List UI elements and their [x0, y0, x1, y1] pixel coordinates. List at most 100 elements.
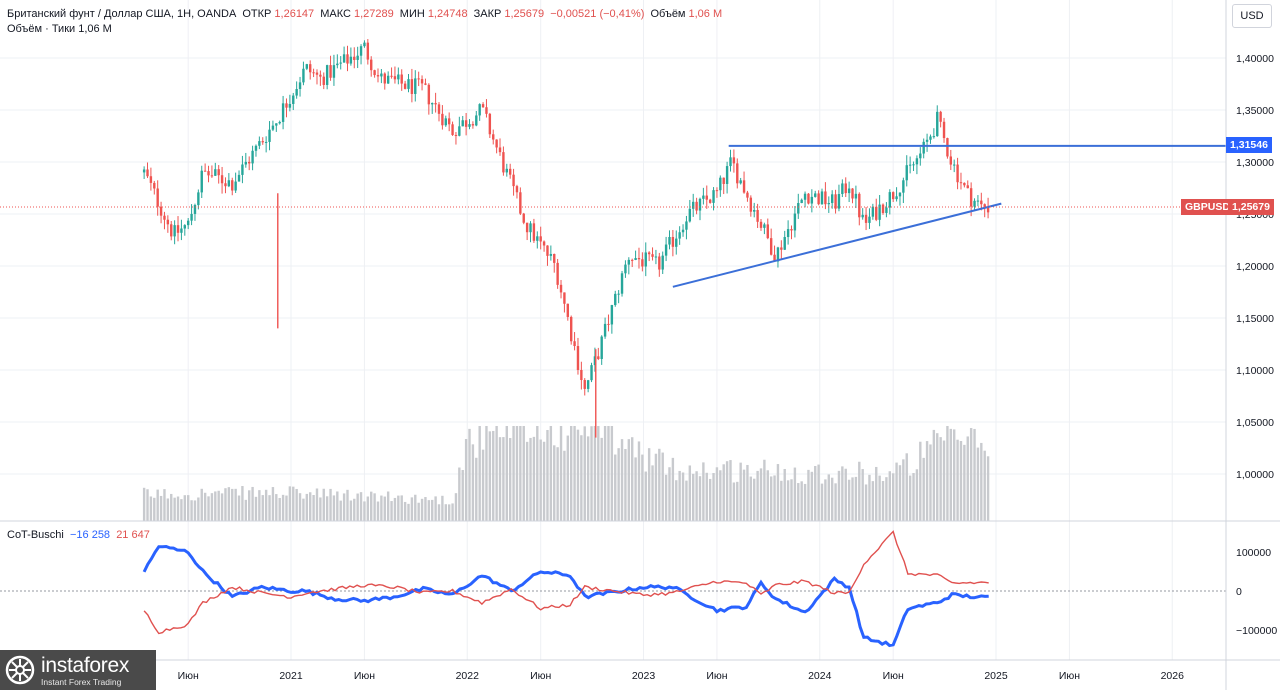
candle-body: [390, 75, 393, 77]
volume-bar: [190, 500, 193, 521]
candle-body: [153, 182, 156, 189]
volume-bar: [203, 492, 207, 521]
volume-bar: [756, 470, 759, 521]
volume-bar: [932, 429, 936, 521]
volume-bar: [566, 435, 570, 521]
volume-bar: [803, 483, 807, 521]
candle-body: [695, 201, 698, 211]
volume-bar: [837, 470, 841, 521]
volume-bar: [424, 497, 427, 521]
candle-body: [498, 147, 502, 153]
volume-bar: [878, 475, 881, 521]
candle-body: [461, 120, 464, 127]
candle-body: [356, 55, 359, 60]
candle-body: [224, 183, 227, 187]
volume-bar: [376, 501, 380, 521]
candle-body: [241, 164, 244, 175]
volume-bar: [237, 495, 241, 521]
volume-bar: [532, 436, 536, 521]
volume-bar: [725, 461, 729, 521]
candle-body: [929, 136, 932, 140]
price-tick-label: 1,35000: [1236, 105, 1274, 117]
price-tick-label: 1,20000: [1236, 261, 1274, 273]
candle-body: [197, 192, 200, 206]
candle-body: [254, 145, 258, 151]
candle-body: [644, 252, 647, 267]
volume-bar: [346, 489, 349, 521]
candle-body: [258, 141, 261, 146]
candle-body: [600, 336, 603, 359]
volume-bar: [288, 486, 292, 521]
candle-body: [458, 126, 461, 136]
volume-bar: [183, 495, 186, 521]
volume-bar: [156, 489, 159, 521]
candle-body: [536, 236, 539, 241]
candle-body: [668, 236, 671, 245]
candle-body: [414, 78, 417, 94]
candle-body: [386, 75, 390, 84]
volume-bar: [373, 493, 376, 521]
volume-bar: [820, 483, 824, 521]
volume-bar: [349, 500, 353, 521]
volume-bar: [766, 470, 769, 521]
candle-body: [759, 221, 763, 228]
volume-bar: [712, 473, 715, 521]
candle-body: [963, 182, 966, 186]
candle-body: [851, 188, 854, 199]
candle-body: [525, 222, 529, 233]
volume-bar: [949, 428, 953, 521]
volume-bar: [888, 471, 891, 521]
volume-bar: [681, 472, 685, 521]
time-tick-label: Июн: [706, 670, 727, 682]
volume-bar: [617, 448, 620, 521]
volume-bar: [258, 490, 261, 521]
open-value: 1,26147: [274, 8, 315, 20]
candle-body: [942, 121, 946, 139]
symbol-title[interactable]: Британский фунт / Доллар США, 1Н, OANDA: [7, 8, 237, 20]
candle-body: [339, 62, 342, 64]
volume-bar: [556, 447, 559, 521]
candle-body: [827, 203, 830, 205]
volume-bar: [739, 462, 742, 521]
candle-body: [410, 79, 414, 94]
candle-body: [376, 75, 380, 77]
volume-bar: [393, 497, 397, 521]
volume-bar: [214, 491, 217, 521]
candle-body: [424, 83, 427, 85]
candle-body: [854, 193, 858, 199]
volume-bar: [966, 436, 969, 521]
candle-body: [736, 163, 739, 184]
candle-body: [285, 103, 288, 108]
volume-bar: [525, 441, 529, 521]
volume-bar: [780, 480, 783, 521]
candle-body: [451, 124, 454, 135]
volume-bar: [295, 488, 298, 521]
candle-body: [322, 76, 325, 85]
candle-body: [966, 185, 969, 189]
volume-bar: [783, 468, 786, 521]
volume-bar: [915, 469, 919, 521]
symbol-legend: Британский фунт / Доллар США, 1Н, OANDA …: [7, 8, 725, 20]
currency-button[interactable]: USD: [1232, 4, 1272, 28]
volume-bar: [736, 481, 739, 521]
candle-body: [858, 193, 861, 218]
volume-bar: [644, 471, 647, 521]
candle-body: [803, 193, 807, 200]
candle-body: [864, 214, 868, 223]
volume-bar: [210, 493, 214, 521]
volume-bar: [776, 464, 780, 521]
volume-legend[interactable]: Объём · Тики 1,06 M: [7, 23, 112, 35]
candle-body: [725, 166, 729, 184]
volume-bar: [312, 495, 315, 521]
candle-body: [800, 199, 803, 204]
candle-body: [156, 188, 159, 207]
candle-body: [217, 169, 220, 176]
candle-body: [922, 141, 925, 154]
volume-bar: [695, 471, 698, 521]
volume-bar: [332, 495, 336, 521]
cot-legend[interactable]: CoT-Buschi −16 258 21 647: [7, 529, 150, 541]
volume-bar: [929, 444, 932, 521]
volume-bar: [336, 491, 339, 521]
